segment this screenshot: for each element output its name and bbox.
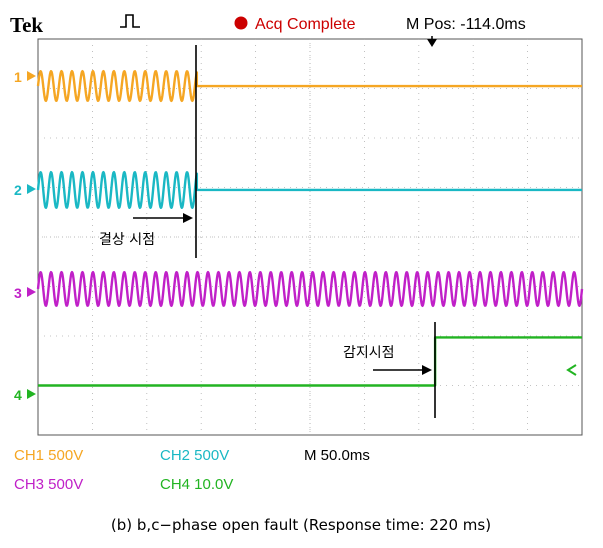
horizontal-position: M Pos: -114.0ms [406,16,526,33]
trigger-position-marker [427,39,437,47]
ch2-scale: CH2 500V [160,447,229,464]
acquisition-status-icon [234,16,248,30]
fault-point-label: 결상 시점 [99,232,155,248]
channel-1-arrow [27,71,36,81]
trigger-type-icon [120,14,140,28]
fault-annotation: 결상 시점 [99,45,197,258]
channel-4-arrow [27,389,36,399]
ch1-scale: CH1 500V [14,447,83,464]
figure-caption: (b) b,c−phase open fault (Response time:… [111,516,491,534]
detect-arrow-icon [422,365,432,375]
detect-point-label: 감지시점 [343,345,395,361]
ch3-scale: CH3 500V [14,476,83,493]
channel-4-reference-marker [566,364,577,376]
trace-ch2 [36,170,582,209]
channel-3-arrow [27,287,36,297]
channel-3-label: 3 [14,285,22,301]
channel-1-label: 1 [14,69,22,85]
channel-2-arrow [27,184,36,194]
ch4-scale: CH4 10.0V [160,476,233,493]
fault-arrow-icon [183,213,193,223]
acquisition-status: Acq Complete [255,16,356,33]
scope-screen [36,38,584,436]
channel-labels: 1 2 3 4 [14,69,577,403]
trace-ch3 [36,270,584,307]
trace-ch1 [36,69,582,103]
settings-readout: CH1 500V CH2 500V M 50.0ms CH3 500V CH4 … [14,447,370,493]
timebase-scale: M 50.0ms [304,447,370,464]
channel-2-label: 2 [14,182,22,198]
channel-4-label: 4 [14,387,22,403]
detect-annotation: 감지시점 [343,322,436,418]
brand-label: Tek [10,13,43,37]
